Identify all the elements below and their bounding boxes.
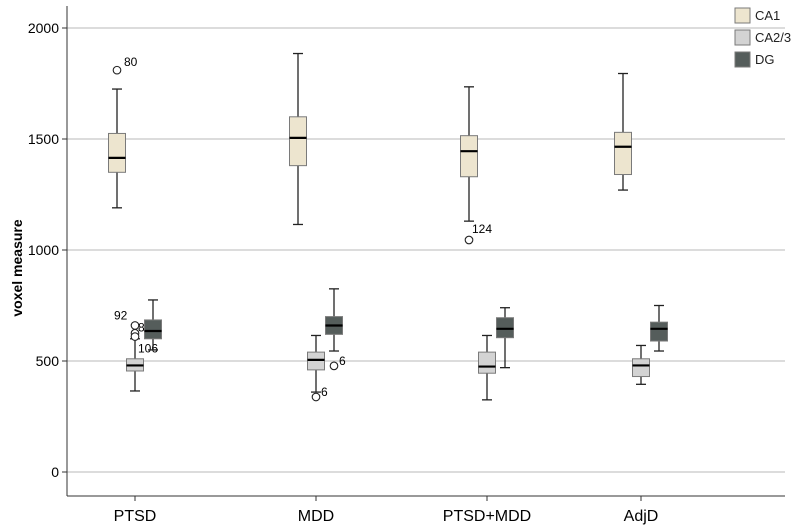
- x-category-label-2: PTSD+MDD: [443, 508, 531, 525]
- axes: 0 500 1000 1500 2000 PTSD MDD PTSD+MDD AdjD: [28, 6, 785, 525]
- box-2-1-outlier-label-0: 6: [339, 354, 346, 368]
- box-0-1-iqr-box: [289, 116, 307, 167]
- box-0-2-iqr-box: [460, 135, 478, 178]
- legend-swatch-2: [734, 51, 751, 68]
- y-axis-label: voxel measure: [9, 219, 25, 316]
- x-category-label-0: PTSD: [114, 508, 157, 525]
- y-tick-label-1500: 1500: [28, 131, 59, 147]
- box-1-0-outlier-label-2: 106: [138, 342, 158, 356]
- box-0-3-iqr-box: [614, 131, 632, 176]
- box-0-0-outlier-label-0: 80: [124, 55, 138, 69]
- series-dg: 6: [144, 288, 668, 371]
- box-2-1-outlier-0: [329, 361, 339, 371]
- y-tick-label-0: 0: [51, 464, 59, 480]
- box-0-2-outlier-0: [464, 235, 474, 245]
- box-1-1-outlier-label-0: 6: [321, 385, 328, 399]
- box-0-2-outlier-label-0: 124: [472, 222, 492, 236]
- series-ca2-3: 92801066: [114, 308, 650, 402]
- series-ca1: 80 124: [108, 52, 632, 245]
- legend-label-2: DG: [755, 52, 775, 67]
- y-tick-label-1000: 1000: [28, 242, 59, 258]
- box-2-2-iqr-box: [496, 317, 514, 339]
- box-1-3-iqr-box: [632, 358, 650, 378]
- box-0-0-iqr-box: [108, 132, 126, 173]
- box-1-1-outlier-0: [311, 392, 321, 402]
- box-1-0-outlier-label-0: 92: [114, 308, 128, 322]
- x-category-label-3: AdjD: [624, 508, 659, 525]
- y-tick-label-2000: 2000: [28, 20, 59, 36]
- legend-label-1: CA2/3: [755, 30, 791, 45]
- legend-label-0: CA1: [755, 8, 780, 23]
- box-series: 80 124 92 80 106 6 6: [108, 52, 668, 402]
- box-2-3-iqr-box: [650, 321, 668, 342]
- box-2-0-iqr-box: [144, 319, 162, 340]
- gridlines: [67, 27, 785, 473]
- y-tick-label-500: 500: [36, 353, 60, 369]
- legend: CA1 CA2/3 DG: [734, 7, 791, 68]
- box-0-0-outlier-0: [112, 65, 122, 75]
- legend-swatch-0: [734, 7, 751, 24]
- x-category-label-1: MDD: [298, 508, 334, 525]
- box-1-0-outlier-2: [130, 332, 140, 341]
- box-1-2-iqr-box: [478, 351, 496, 374]
- box-1-1-iqr-box: [307, 351, 325, 371]
- legend-swatch-1: [734, 29, 751, 46]
